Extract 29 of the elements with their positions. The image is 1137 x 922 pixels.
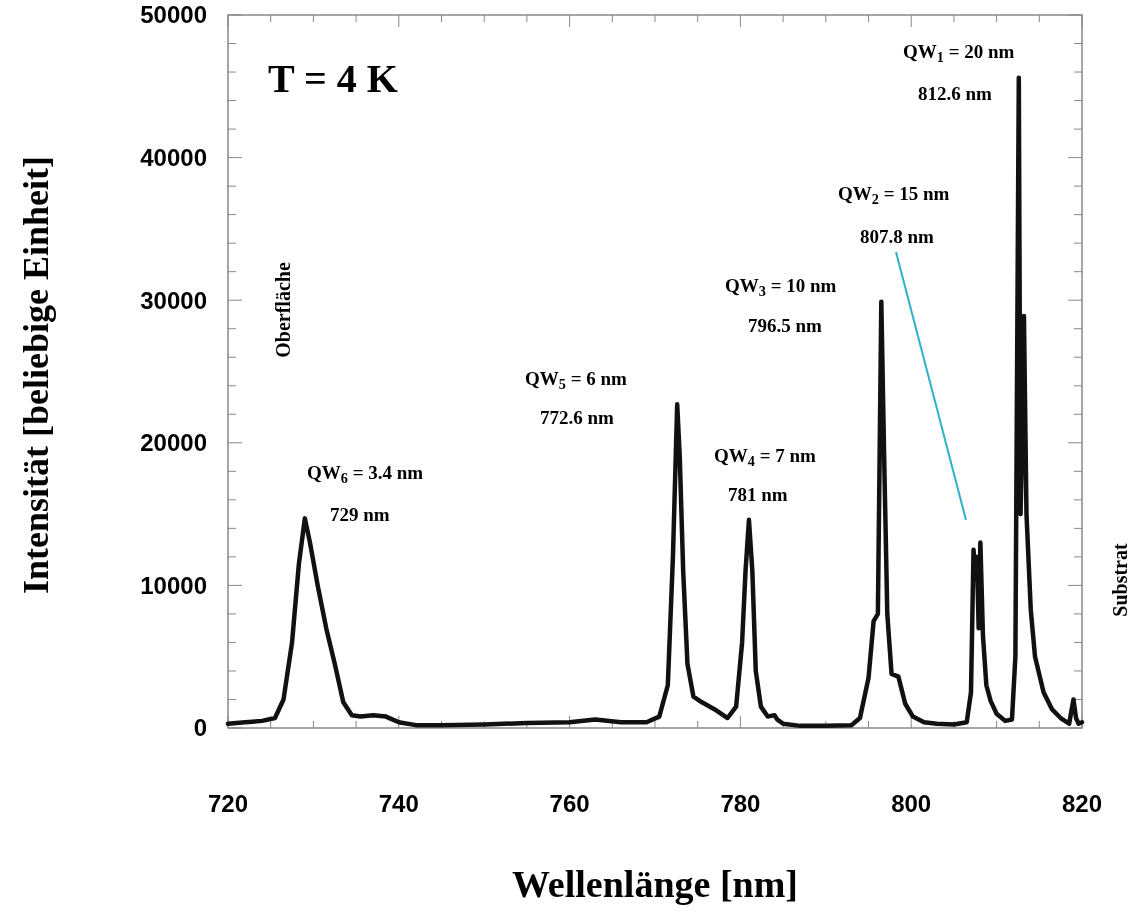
x-tick-label: 760 xyxy=(549,790,590,817)
annotation: T = 4 K xyxy=(268,56,398,101)
annotation: QW$_{6}$ = 3.4 nm xyxy=(307,462,424,487)
y-tick-label: 50000 xyxy=(140,1,207,29)
annotation: QW$_{2}$ = 15 nm xyxy=(838,183,950,208)
x-tick-label: 720 xyxy=(207,790,249,817)
y-tick-label: 30000 xyxy=(140,286,207,314)
annotation: QW$_{5}$ = 6 nm xyxy=(525,368,628,393)
annotation: 781 nm xyxy=(728,484,788,505)
x-tick-label: 800 xyxy=(891,790,932,817)
x-axis-title: Wellenlänge [nm] xyxy=(511,863,799,905)
y-tick-label: 40000 xyxy=(140,144,207,171)
annotation: 796.5 nm xyxy=(748,315,823,336)
annotation: QW$_{3}$ = 10 nm xyxy=(725,275,837,300)
annotation: QW$_{4}$ = 7 nm xyxy=(714,445,817,470)
y-axis-title: Intensität [beliebige Einheit] xyxy=(16,156,56,594)
x-tick-label: 740 xyxy=(378,790,419,817)
annotation: 812.6 nm xyxy=(918,83,993,104)
annotation: Oberfläche xyxy=(272,262,294,358)
x-tick-label: 780 xyxy=(720,790,761,817)
x-tick-label: 820 xyxy=(1061,790,1103,817)
y-tick-label: 20000 xyxy=(140,429,207,457)
annotation: 772.6 nm xyxy=(540,407,615,428)
text: Substrat xyxy=(1109,542,1131,617)
y-tick-label: 0 xyxy=(193,714,207,742)
annotation: QW$_{1}$ = 20 nm xyxy=(903,41,1015,66)
annotation: 729 nm xyxy=(330,504,390,525)
annotation: 807.8 nm xyxy=(860,226,935,247)
y-tick-label: 10000 xyxy=(140,571,207,599)
